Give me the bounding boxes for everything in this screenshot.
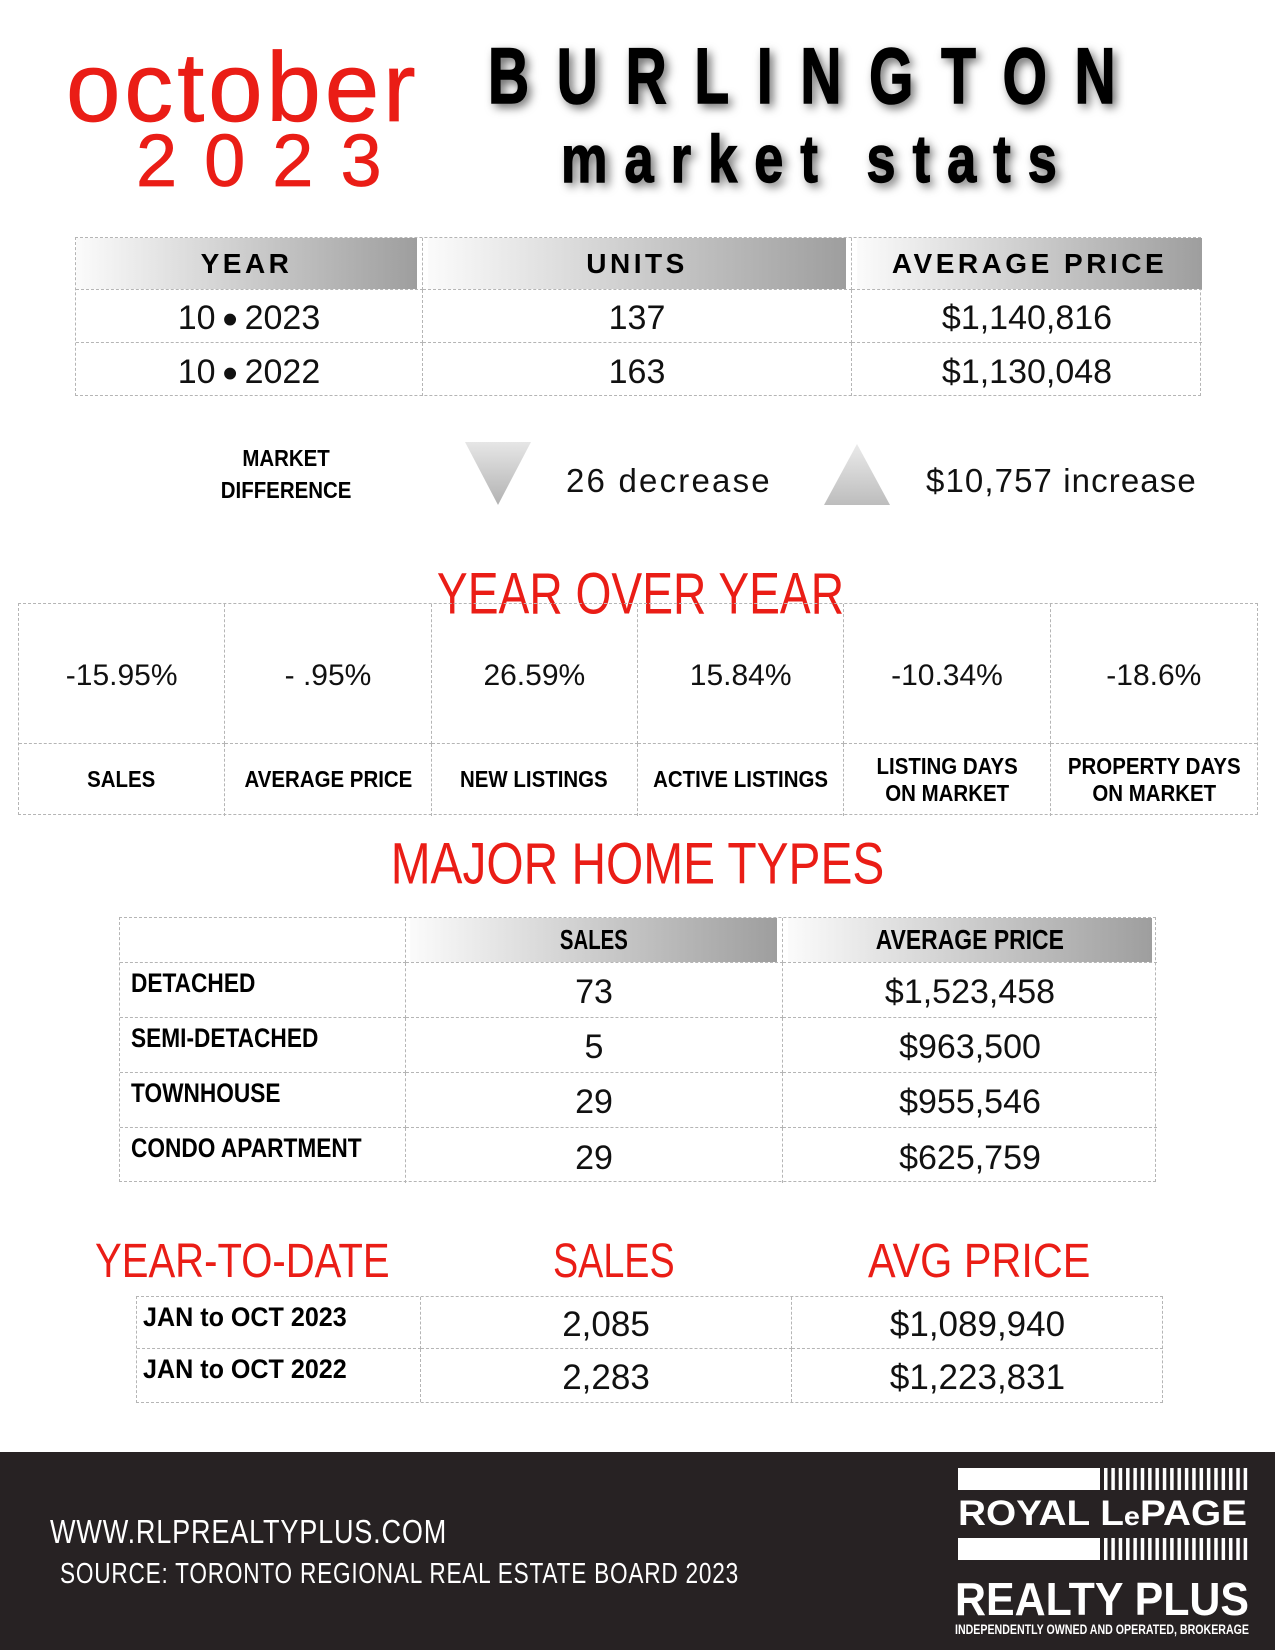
svg-text:REALTY PLUS: REALTY PLUS: [955, 1573, 1249, 1625]
svg-text:INDEPENDENTLY OWNED AND OPERAT: INDEPENDENTLY OWNED AND OPERATED, BROKER…: [955, 1622, 1249, 1637]
